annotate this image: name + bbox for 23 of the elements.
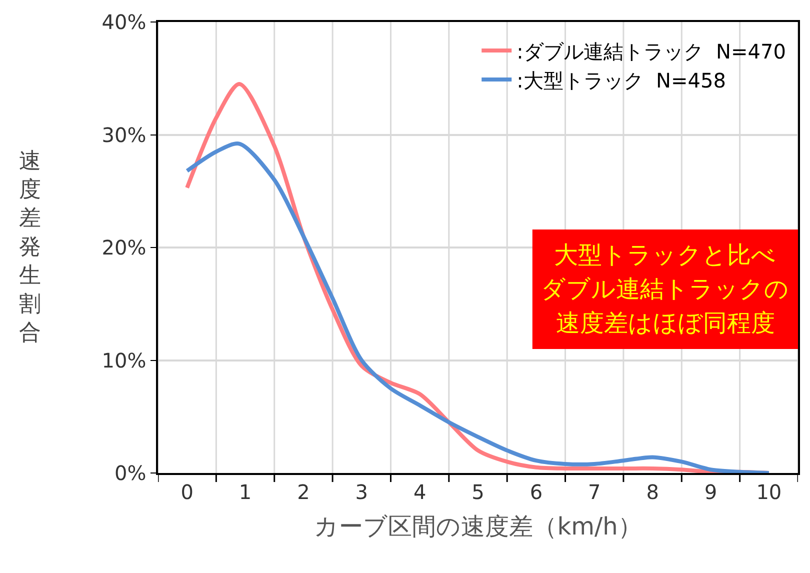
x-tick-label: 2	[297, 480, 310, 504]
y-tick-label: 30%	[102, 122, 146, 147]
x-tick-label: 3	[355, 480, 368, 504]
x-tick-label: 4	[413, 480, 426, 504]
x-tick-label: 9	[704, 480, 718, 504]
annotation: 大型トラックと比べ	[554, 241, 776, 269]
y-tick-label: 20%	[102, 236, 146, 260]
x-tick-label: 0	[180, 480, 194, 504]
annotation: ダブル連結トラックの	[541, 275, 789, 303]
legend-label: :大型トラック N=458	[516, 68, 726, 92]
x-tick-label: 8	[646, 480, 659, 504]
y-tick-label: 40%	[102, 10, 146, 34]
x-tick-label: 7	[588, 480, 601, 504]
x-tick-label: 5	[472, 480, 484, 504]
x-tick-label: 1	[238, 480, 252, 504]
annotation: 速度差はほぼ同程度	[556, 309, 775, 337]
legend-label: :ダブル連結トラック N=470	[516, 39, 786, 64]
x-axis-title: カーブ区間の速度差（km/h）	[314, 512, 642, 541]
y-axis-title: 速度差発生割合	[19, 149, 41, 346]
x-tick-label: 10	[756, 480, 782, 504]
y-tick-label: 0%	[114, 461, 146, 485]
y-tick-label: 10%	[102, 348, 146, 372]
x-tick-label: 6	[530, 480, 543, 504]
